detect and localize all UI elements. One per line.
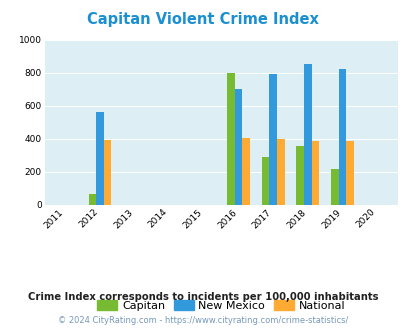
Bar (296, 146, 303, 205)
Bar (303, 64, 311, 205)
Bar (96, 112, 104, 205)
Bar (330, 169, 338, 205)
Bar (88, 194, 96, 205)
Text: © 2024 CityRating.com - https://www.cityrating.com/crime-statistics/: © 2024 CityRating.com - https://www.city… (58, 316, 347, 325)
Bar (311, 141, 318, 205)
Bar (227, 73, 234, 205)
Text: Capitan Violent Crime Index: Capitan Violent Crime Index (87, 12, 318, 26)
Bar (261, 157, 269, 205)
Text: Crime Index corresponds to incidents per 100,000 inhabitants: Crime Index corresponds to incidents per… (28, 292, 377, 302)
Legend: Capitan, New Mexico, National: Capitan, New Mexico, National (93, 296, 349, 315)
Bar (234, 89, 242, 205)
Bar (338, 69, 345, 205)
Bar (345, 141, 353, 205)
Bar (242, 138, 249, 205)
Bar (104, 140, 111, 205)
Bar (269, 74, 276, 205)
Bar (276, 139, 284, 205)
